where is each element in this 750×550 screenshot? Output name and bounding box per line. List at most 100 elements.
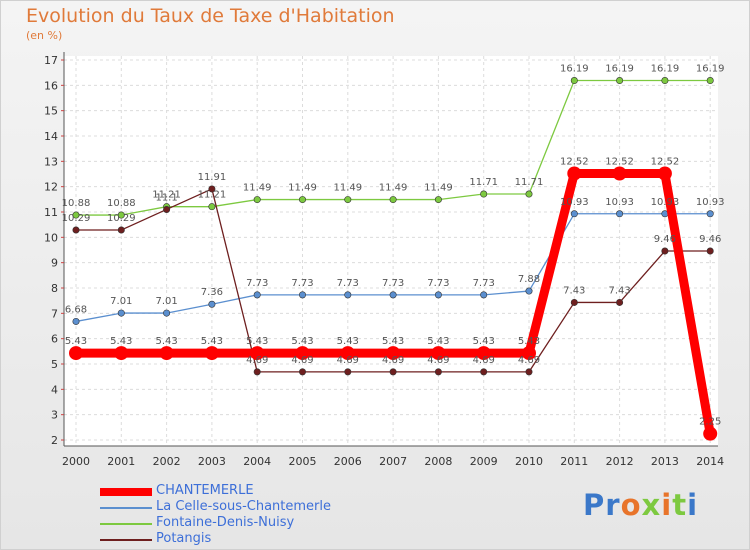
- data-label: 4.69: [291, 355, 313, 366]
- chart-title: Evolution du Taux de Taxe d'Habitation: [26, 5, 395, 27]
- data-label: 7.73: [427, 278, 449, 289]
- legend-swatch: [100, 523, 152, 525]
- data-label: 7.36: [201, 287, 223, 298]
- data-point: [72, 317, 80, 325]
- x-tick-label: 2000: [62, 455, 90, 468]
- data-point: [295, 346, 310, 361]
- data-label: 5.43: [110, 336, 132, 347]
- y-tick-label: 17: [44, 54, 58, 67]
- data-point: [567, 166, 582, 181]
- data-label: 11.49: [333, 183, 362, 194]
- data-point: [253, 196, 261, 204]
- x-tick-label: 2011: [560, 455, 588, 468]
- data-label: 4.69: [473, 355, 495, 366]
- data-label: 4.69: [427, 355, 449, 366]
- data-point: [117, 309, 125, 317]
- data-point: [661, 77, 669, 85]
- y-tick-label: 3: [51, 409, 58, 422]
- data-point: [117, 211, 125, 219]
- data-point: [163, 205, 171, 213]
- data-point: [386, 346, 401, 361]
- data-label: 2.25: [699, 417, 721, 428]
- y-tick-label: 13: [44, 155, 58, 168]
- x-tick-label: 2001: [107, 455, 135, 468]
- data-point: [434, 368, 442, 376]
- x-tick-label: 2007: [379, 455, 407, 468]
- data-point: [570, 298, 578, 306]
- x-tick-label: 2013: [651, 455, 679, 468]
- data-label: 11.49: [379, 183, 408, 194]
- data-label: 4.69: [246, 355, 268, 366]
- data-label: 5.43: [201, 336, 223, 347]
- data-point: [570, 77, 578, 85]
- data-label: 7.43: [563, 285, 585, 296]
- y-tick-label: 7: [51, 307, 58, 320]
- data-point: [706, 247, 714, 255]
- data-label: 9.46: [699, 234, 721, 245]
- x-tick-label: 2012: [606, 455, 634, 468]
- data-point: [117, 226, 125, 234]
- x-tick-label: 2005: [289, 455, 317, 468]
- data-point: [476, 346, 491, 361]
- plot-background: [64, 56, 718, 446]
- data-point: [69, 346, 83, 361]
- y-tick-label: 14: [44, 130, 58, 143]
- data-label: 7.73: [246, 278, 268, 289]
- data-point: [208, 203, 216, 211]
- y-tick-label: 16: [44, 79, 58, 92]
- proxiti-logo: Proxiti: [583, 488, 698, 522]
- data-point: [204, 346, 219, 361]
- data-label: 10.93: [696, 197, 725, 208]
- data-label: 10.29: [62, 213, 91, 224]
- data-point: [480, 291, 488, 299]
- logo-letter: x: [641, 488, 662, 522]
- data-point: [522, 346, 536, 361]
- legend-swatch: [100, 488, 152, 496]
- data-point: [389, 368, 397, 376]
- data-label: 11.21: [152, 190, 181, 201]
- data-point: [344, 291, 352, 299]
- data-label: 5.43: [518, 336, 540, 347]
- x-tick-label: 2002: [153, 455, 181, 468]
- data-label: 7.73: [473, 278, 495, 289]
- data-label: 5.43: [65, 336, 87, 347]
- data-point: [389, 291, 397, 299]
- data-label: 4.69: [518, 355, 540, 366]
- y-tick-label: 10: [44, 231, 58, 244]
- data-point: [525, 287, 533, 295]
- legend-label: CHANTEMERLE: [156, 483, 254, 498]
- data-label: 5.43: [246, 336, 268, 347]
- data-point: [159, 346, 174, 361]
- data-label: 9.46: [654, 234, 676, 245]
- data-point: [612, 166, 627, 181]
- data-label: 11.91: [198, 172, 227, 183]
- data-label: 16.19: [560, 64, 589, 75]
- data-label: 7.88: [518, 274, 540, 285]
- data-point: [72, 211, 80, 219]
- data-label: 12.52: [605, 156, 634, 167]
- data-point: [389, 196, 397, 204]
- data-label: 11.71: [515, 177, 544, 188]
- data-label: 7.73: [291, 278, 313, 289]
- data-point: [253, 291, 261, 299]
- logo-letter: i: [661, 488, 673, 522]
- data-point: [703, 426, 718, 441]
- x-tick-label: 2004: [243, 455, 271, 468]
- data-label: 10.93: [605, 197, 634, 208]
- data-point: [480, 190, 488, 198]
- data-point: [434, 196, 442, 204]
- data-point: [480, 368, 488, 376]
- y-tick-label: 9: [51, 257, 58, 270]
- data-point: [525, 190, 533, 198]
- data-label: 5.43: [337, 336, 359, 347]
- data-point: [253, 368, 261, 376]
- data-label: 7.01: [110, 296, 132, 307]
- data-label: 11.71: [469, 177, 498, 188]
- data-label: 11.49: [288, 183, 317, 194]
- logo-letter: P: [583, 488, 606, 522]
- legend-label: Potangis: [156, 531, 212, 546]
- data-point: [706, 77, 714, 85]
- data-label: 12.52: [560, 156, 589, 167]
- y-tick-label: 11: [44, 206, 58, 219]
